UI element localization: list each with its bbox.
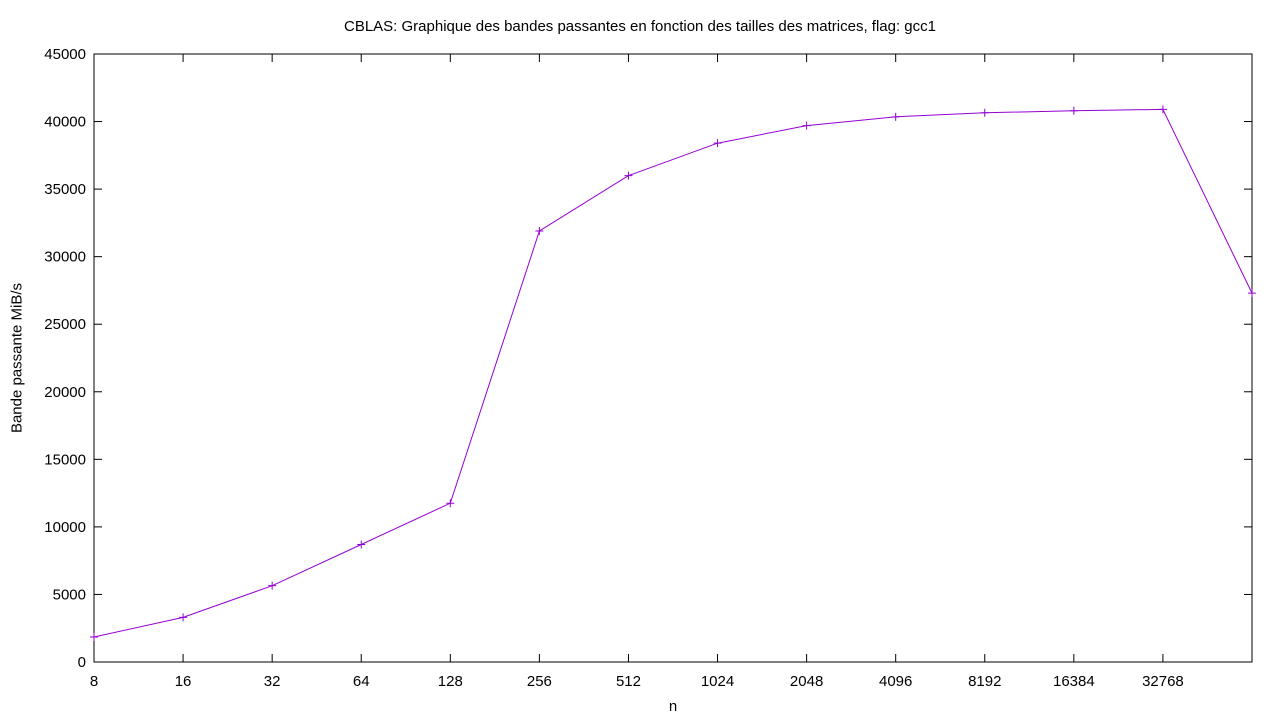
x-tick-label: 16384 [1053,673,1095,690]
data-point [891,112,900,121]
y-axis-label: Bande passante MiB/s [8,282,26,434]
series-layer [90,105,1256,642]
data-point [802,121,811,130]
x-tick-label: 32 [264,673,281,690]
y-tick-label: 10000 [44,519,86,536]
x-tick-label: 512 [616,673,641,690]
data-point [624,171,633,180]
x-tick-label: 128 [438,673,463,690]
y-axis: 0 5000 10000 15000 20000 25000 30000 35000 40000… [44,46,1252,671]
x-tick-label: 256 [527,673,552,690]
y-tick-label: 30000 [44,249,86,266]
x-tick-label: 4096 [879,673,912,690]
x-tick-label: 8192 [968,673,1001,690]
data-point [357,540,366,549]
data-point [446,499,455,508]
y-tick-label: 40000 [44,114,86,131]
plot-frame [93,53,1253,663]
data-point [713,139,722,148]
data-point [1158,105,1167,114]
data-point [535,226,544,235]
data-point [90,633,98,642]
x-axis-label: n [668,698,678,715]
x-tick-label: 1024 [701,673,734,690]
series-line [93,108,1253,638]
y-tick-label: 25000 [44,316,86,333]
data-point [980,108,989,117]
y-tick-label: 35000 [44,181,86,198]
data-point [179,613,188,622]
y-tick-label: 20000 [44,384,86,401]
x-tick-label: 8 [90,673,98,690]
data-point [1069,106,1078,115]
x-tick-label: 64 [353,673,370,690]
y-tick-label: 5000 [53,586,86,603]
x-axis: 8 16 32 64 128 256 512 1024 2048 4096 8192 16384 327… [90,54,1184,690]
data-point [268,581,277,590]
y-tick-label: 15000 [44,451,86,468]
y-tick-label: 45000 [44,46,86,63]
x-tick-label: 16 [175,673,192,690]
x-tick-label: 32768 [1142,673,1184,690]
data-point [1248,289,1256,298]
chart-title: CBLAS: Graphique des bandes passantes en… [343,18,936,35]
y-tick-label: 0 [78,654,86,671]
x-tick-label: 2048 [790,673,823,690]
